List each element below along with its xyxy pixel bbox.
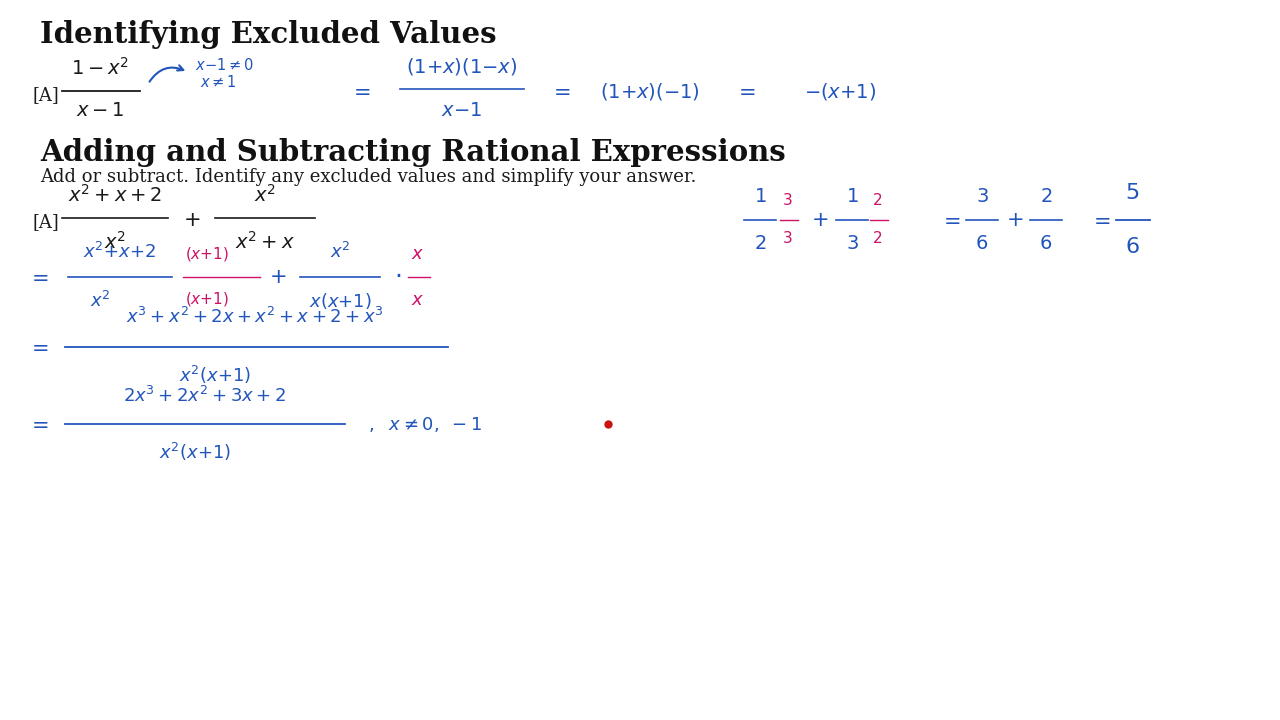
Text: $2$: $2$ — [1039, 188, 1052, 206]
Text: $x^2 + x + 2$: $x^2 + x + 2$ — [68, 184, 163, 206]
Text: $=$: $=$ — [1089, 210, 1111, 230]
Text: $\cdot$: $\cdot$ — [394, 264, 402, 287]
Text: Adding and Subtracting Rational Expressions: Adding and Subtracting Rational Expressi… — [40, 138, 786, 167]
Text: $6$: $6$ — [1039, 235, 1052, 253]
Text: $(x{+}1)$: $(x{+}1)$ — [186, 245, 229, 263]
Text: $+$: $+$ — [183, 210, 201, 230]
Text: $x$: $x$ — [411, 291, 425, 309]
Text: $1 - x^2$: $1 - x^2$ — [70, 57, 129, 79]
Text: $(1{+}x)(-1)$: $(1{+}x)(-1)$ — [600, 81, 700, 102]
Text: $3$: $3$ — [782, 230, 792, 246]
Text: $=$: $=$ — [735, 81, 755, 101]
Text: [A]: [A] — [32, 213, 59, 231]
Text: $3$: $3$ — [846, 235, 859, 253]
Text: $x^2$: $x^2$ — [330, 242, 351, 262]
Text: $2$: $2$ — [872, 192, 882, 208]
Text: $-(x{+}1)$: $-(x{+}1)$ — [804, 81, 876, 102]
Text: $2$: $2$ — [872, 230, 882, 246]
Text: $6$: $6$ — [1125, 236, 1139, 258]
Text: Add or subtract. Identify any excluded values and simplify your answer.: Add or subtract. Identify any excluded v… — [40, 168, 696, 186]
Text: $6$: $6$ — [975, 235, 988, 253]
Text: $x^2$: $x^2$ — [104, 231, 127, 253]
Text: $1$: $1$ — [754, 188, 767, 206]
Text: $x - 1$: $x - 1$ — [76, 102, 124, 120]
Text: $=$: $=$ — [349, 81, 371, 101]
Text: $x^2(x{+}1)$: $x^2(x{+}1)$ — [159, 441, 232, 463]
Text: $x(x{+}1)$: $x(x{+}1)$ — [308, 291, 371, 311]
Text: $x{-}1 \neq 0$: $x{-}1 \neq 0$ — [195, 57, 253, 73]
Text: $x$: $x$ — [411, 245, 425, 263]
Text: Identifying Excluded Values: Identifying Excluded Values — [40, 20, 497, 49]
Text: $2x^3 + 2x^2 + 3x + 2$: $2x^3 + 2x^2 + 3x + 2$ — [123, 386, 287, 406]
Text: $1$: $1$ — [846, 188, 859, 206]
Text: $=$: $=$ — [549, 81, 571, 101]
Text: [A]: [A] — [32, 86, 59, 104]
Text: $x^2{+}x{+}2$: $x^2{+}x{+}2$ — [83, 242, 156, 262]
Text: $,\ \ x \neq 0,\ -1$: $,\ \ x \neq 0,\ -1$ — [369, 415, 483, 433]
Text: $x^2 + x$: $x^2 + x$ — [236, 231, 294, 253]
Text: $x \neq 1$: $x \neq 1$ — [200, 74, 237, 90]
Text: $x{-}1$: $x{-}1$ — [442, 102, 483, 120]
Text: $x^3 + x^2 + 2x + x^2 + x + 2 + x^3$: $x^3 + x^2 + 2x + x^2 + x + 2 + x^3$ — [127, 307, 384, 327]
Text: $+$: $+$ — [1006, 210, 1024, 230]
Text: $=$: $=$ — [27, 338, 49, 356]
Text: $2$: $2$ — [754, 235, 767, 253]
Text: $3$: $3$ — [782, 192, 792, 208]
Text: $5$: $5$ — [1125, 182, 1139, 204]
Text: $x^2(x{+}1)$: $x^2(x{+}1)$ — [179, 364, 251, 386]
Text: $=$: $=$ — [27, 415, 49, 433]
Text: $(x{+}1)$: $(x{+}1)$ — [186, 290, 229, 308]
Text: $(1{+}x)(1{-}x)$: $(1{+}x)(1{-}x)$ — [406, 56, 517, 77]
Text: $x^2$: $x^2$ — [253, 184, 276, 206]
Text: $+$: $+$ — [269, 268, 287, 287]
Text: $=$: $=$ — [940, 210, 961, 230]
Text: $+$: $+$ — [812, 210, 828, 230]
Text: $=$: $=$ — [27, 268, 49, 287]
Text: $3$: $3$ — [975, 188, 988, 206]
Text: $x^2$: $x^2$ — [90, 291, 110, 311]
